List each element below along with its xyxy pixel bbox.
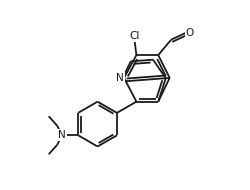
Text: N: N	[116, 73, 124, 83]
Text: N: N	[58, 130, 66, 140]
Text: Cl: Cl	[129, 31, 140, 41]
Text: O: O	[186, 28, 194, 38]
